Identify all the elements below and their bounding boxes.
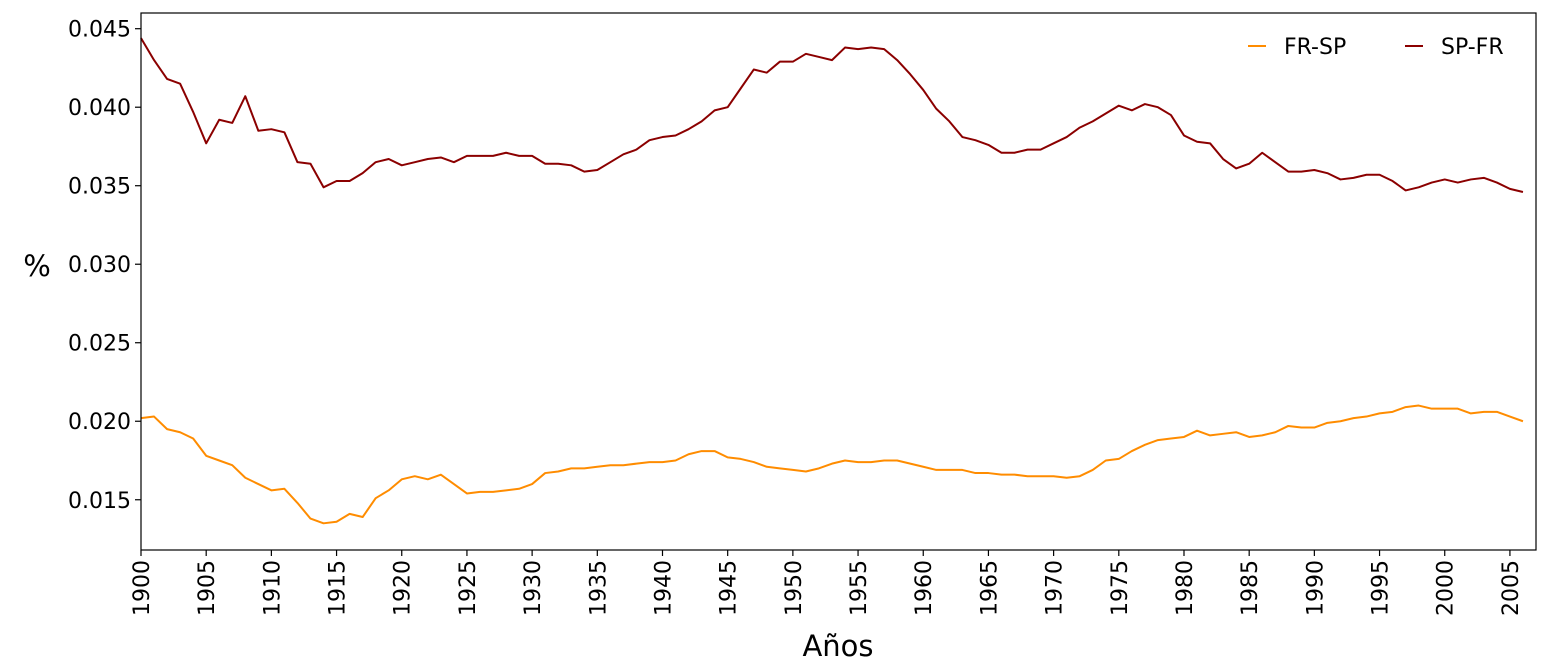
- x-tick-label: 1970: [1043, 560, 1068, 616]
- x-tick-label: 1955: [847, 560, 872, 616]
- x-tick-label: 1950: [782, 560, 807, 616]
- plot-frame: [140, 12, 1537, 551]
- x-tick-label: 1960: [912, 560, 937, 616]
- x-tick-label: 1935: [586, 560, 611, 616]
- x-tick-label: 1985: [1238, 560, 1263, 616]
- y-tick-label: 0.015: [68, 489, 131, 514]
- series-line-fr-sp: [140, 404, 1524, 525]
- x-tick-label: 1930: [521, 560, 546, 616]
- x-tick-label: 1975: [1108, 560, 1133, 616]
- x-tick-label: 1945: [717, 560, 742, 616]
- y-axis-ticks: 0.015 0.020 0.025 0.030 0.035 0.040 0.045: [68, 18, 141, 514]
- x-tick-label: 1980: [1173, 560, 1198, 616]
- series-layer: [140, 37, 1524, 525]
- x-tick-label: 1965: [977, 560, 1002, 616]
- y-tick-label: 0.030: [68, 253, 131, 278]
- plot-background: [141, 13, 1536, 550]
- x-tick-label: 1925: [456, 560, 481, 616]
- y-tick-label: 0.025: [68, 332, 131, 357]
- series-line-sp-fr: [140, 37, 1524, 193]
- legend-label-fr-sp: FR-SP: [1284, 35, 1346, 60]
- y-tick-label: 0.045: [68, 18, 131, 43]
- legend: FR-SP SP-FR: [1248, 35, 1504, 60]
- y-tick-label: 0.020: [68, 410, 131, 435]
- y-axis-title: %: [23, 249, 51, 283]
- x-tick-label: 1940: [651, 560, 676, 616]
- x-tick-label: 1910: [260, 560, 285, 616]
- x-axis-ticks: 1900 1905 1910 1915 1920 1925 1930 1935 1940 1945…: [130, 550, 1524, 616]
- x-tick-label: 1995: [1369, 560, 1394, 616]
- legend-label-sp-fr: SP-FR: [1441, 35, 1504, 60]
- x-axis-title: Años: [802, 629, 873, 663]
- x-tick-label: 1905: [195, 560, 220, 616]
- x-tick-label: 2000: [1434, 560, 1459, 616]
- y-tick-label: 0.035: [68, 175, 131, 200]
- x-tick-label: 1900: [130, 560, 155, 616]
- y-tick-label: 0.040: [68, 96, 131, 121]
- x-tick-label: 2005: [1499, 560, 1524, 616]
- x-tick-label: 1990: [1303, 560, 1328, 616]
- x-tick-label: 1915: [326, 560, 351, 616]
- x-tick-label: 1920: [391, 560, 416, 616]
